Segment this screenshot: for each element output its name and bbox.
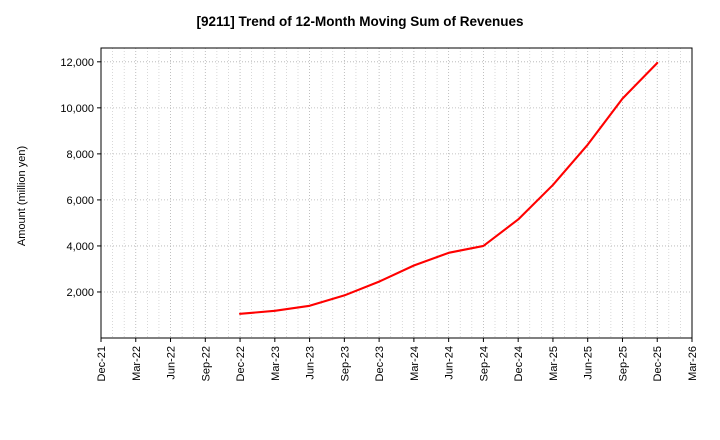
y-tick-label: 12,000 xyxy=(60,57,94,69)
x-tick-label: Mar-22 xyxy=(131,346,143,381)
y-tick-label: 2,000 xyxy=(66,287,94,299)
gridlines xyxy=(100,48,693,338)
x-tick-label: Jun-24 xyxy=(444,346,456,380)
x-tick-label: Mar-25 xyxy=(548,346,560,381)
x-tick-label: Dec-24 xyxy=(513,346,525,381)
y-tick-label: 4,000 xyxy=(66,241,94,253)
y-tick-labels: 2,000 4,000 6,000 8,000 10,000 12,000 xyxy=(60,57,94,299)
x-tick-label: Mar-26 xyxy=(687,346,699,381)
axes xyxy=(97,47,693,342)
x-tick-label: Sep-22 xyxy=(200,346,212,381)
x-tick-label: Dec-21 xyxy=(96,346,108,381)
x-tick-label: Dec-22 xyxy=(235,346,247,381)
series-line xyxy=(239,61,659,315)
y-tick-label: 6,000 xyxy=(66,195,94,207)
x-tick-label: Sep-23 xyxy=(339,346,351,381)
x-tick-label: Sep-24 xyxy=(478,346,490,381)
x-tick-label: Jun-23 xyxy=(305,346,317,380)
x-tick-label: Dec-25 xyxy=(652,346,664,381)
x-tick-label: Mar-23 xyxy=(270,346,282,381)
x-tick-label: Jun-25 xyxy=(583,346,595,380)
x-tick-label: Dec-23 xyxy=(374,346,386,381)
x-tick-label: Sep-25 xyxy=(617,346,629,381)
plot-border xyxy=(100,47,693,339)
chart-title: [9211] Trend of 12-Month Moving Sum of R… xyxy=(196,14,524,29)
x-tick-label: Mar-24 xyxy=(409,346,421,381)
y-tick-label: 10,000 xyxy=(60,103,94,115)
x-tick-label: Jun-22 xyxy=(166,346,178,380)
data-series xyxy=(239,61,659,315)
y-tick-label: 8,000 xyxy=(66,149,94,161)
x-tick-labels: Dec-21 Mar-22 Jun-22 Sep-22 Dec-22 Mar-23 Jun-… xyxy=(96,346,699,381)
